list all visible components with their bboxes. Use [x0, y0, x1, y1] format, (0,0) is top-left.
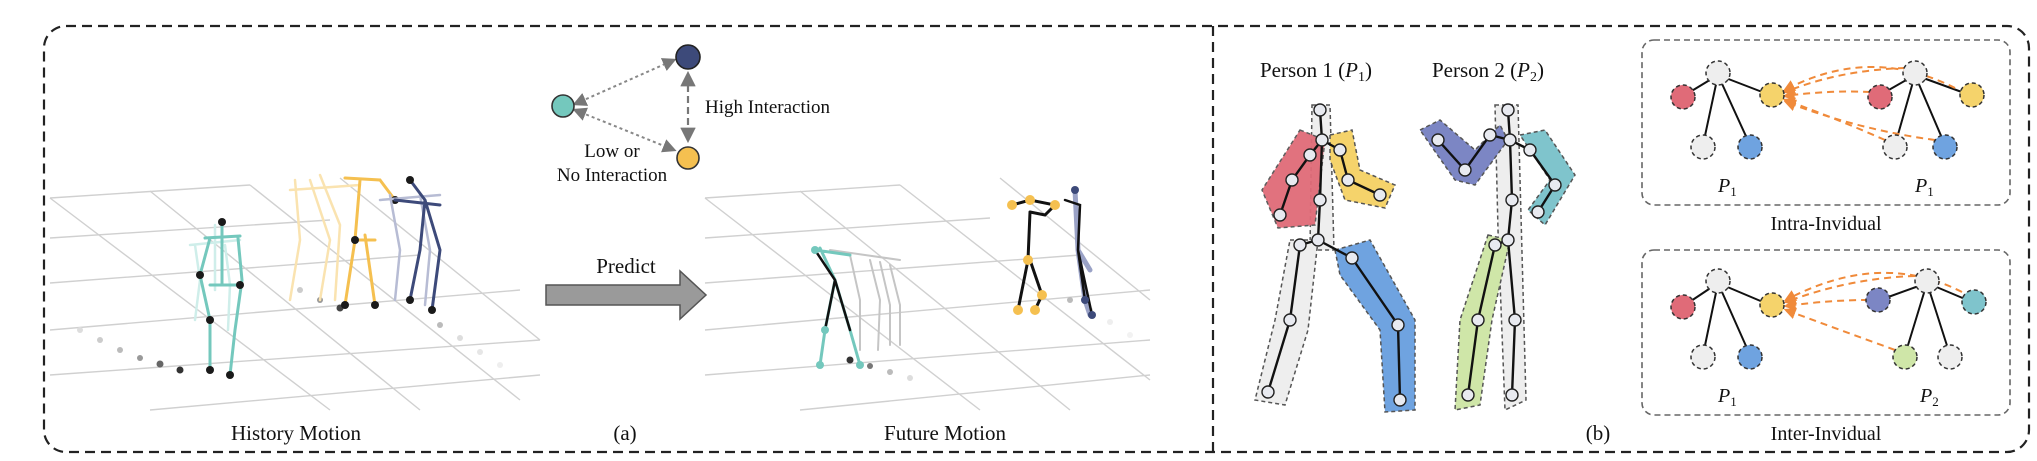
inter-box [1641, 249, 2011, 416]
history-grid [49, 177, 541, 411]
future-motion-label: Future Motion [884, 421, 1006, 445]
future-trajectory-dots [846, 297, 1133, 381]
history-yellow-person [288, 173, 399, 309]
navy-node [675, 44, 701, 70]
history-navy-person [378, 176, 442, 314]
intra-left-p1: P1 [1717, 175, 1737, 199]
inter-graph [1670, 268, 1987, 370]
inter-label: Inter-Invidual [1771, 423, 1882, 445]
panel-b-caption: (b) [1586, 421, 1611, 445]
person2-title: Person 2 (P2) [1432, 58, 1544, 85]
intra-label: Intra-Invidual [1770, 213, 1882, 235]
low-interaction-label-1: Low or [584, 141, 640, 162]
yellow-node [676, 146, 700, 170]
predict-arrow [545, 269, 708, 321]
intra-box [1641, 39, 2011, 206]
intra-graph [1670, 60, 1985, 160]
predict-label: Predict [596, 254, 656, 278]
future-navy-person [1063, 186, 1096, 319]
person1-skeleton [1254, 103, 1416, 413]
inter-right-p2: P2 [1919, 385, 1939, 409]
intra-right-p1: P1 [1914, 175, 1934, 199]
person2-skeleton [1418, 103, 1576, 412]
low-interaction-label-2: No Interaction [557, 165, 668, 186]
panel-a-caption: (a) [613, 421, 636, 445]
history-teal-person [188, 218, 244, 379]
high-interaction-label: High Interaction [705, 97, 831, 118]
teal-node [551, 94, 575, 118]
future-teal-person [811, 246, 901, 369]
future-yellow-person [1007, 195, 1060, 315]
outer-frame [42, 24, 2031, 454]
person1-title: Person 1 (P1) [1260, 58, 1372, 85]
interaction-diagram [551, 44, 701, 170]
history-motion-label: History Motion [231, 421, 362, 445]
inter-left-p1: P1 [1717, 385, 1737, 409]
history-trajectory-dots [77, 287, 503, 374]
